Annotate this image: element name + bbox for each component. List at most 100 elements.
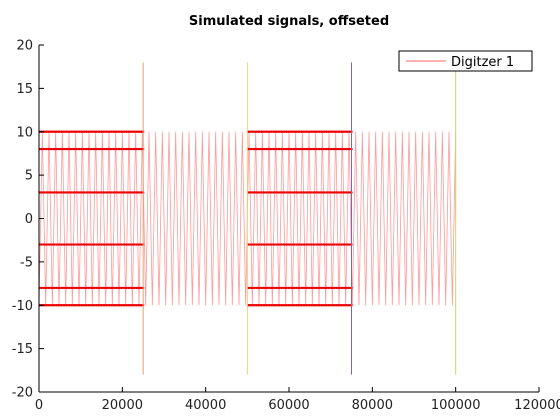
data-point (90, 147, 93, 151)
data-point (85, 304, 88, 307)
data-point (90, 191, 93, 194)
data-point (50, 286, 53, 290)
data-point (340, 191, 343, 194)
data-point (268, 191, 272, 194)
data-point (331, 191, 335, 194)
data-point (336, 304, 340, 307)
data-point (256, 243, 260, 246)
data-point (68, 243, 72, 246)
data-point (348, 286, 352, 290)
data-point (293, 304, 297, 307)
data-point (270, 130, 273, 133)
data-point (121, 286, 125, 290)
data-point (318, 130, 322, 133)
data-point (85, 191, 88, 194)
data-point (105, 191, 108, 194)
data-point (50, 243, 53, 246)
data-point (133, 304, 137, 307)
data-point (281, 191, 285, 194)
data-point (335, 304, 338, 307)
data-point (258, 191, 262, 194)
data-point (56, 147, 60, 151)
data-point (260, 286, 263, 290)
data-point (345, 130, 348, 133)
data-point (43, 286, 47, 290)
data-point (291, 304, 295, 307)
data-point (321, 304, 325, 307)
data-point (290, 304, 293, 307)
data-point (286, 286, 290, 290)
data-point (296, 243, 300, 246)
data-point (75, 243, 78, 246)
data-point (118, 304, 122, 307)
data-point (128, 304, 132, 307)
data-point (95, 147, 98, 151)
data-point (278, 191, 282, 194)
data-point (41, 243, 45, 246)
data-point (341, 243, 345, 246)
data-point (130, 147, 133, 151)
data-point (93, 304, 97, 307)
data-point (271, 147, 275, 151)
data-point (315, 286, 318, 290)
data-point (86, 304, 90, 307)
data-point (81, 243, 85, 246)
data-point (295, 304, 298, 307)
data-point (338, 130, 342, 133)
y-tick-label: 5 (25, 169, 33, 184)
data-point (336, 243, 340, 246)
data-point (61, 130, 65, 133)
data-point (270, 243, 273, 246)
data-point (285, 286, 288, 290)
data-point (330, 147, 333, 151)
data-point (48, 147, 52, 151)
data-point (81, 130, 85, 133)
data-point (296, 130, 300, 133)
data-point (346, 304, 350, 307)
data-point (333, 243, 337, 246)
data-point (138, 243, 142, 246)
data-point (310, 243, 313, 246)
data-point (253, 243, 257, 246)
data-point (45, 243, 48, 246)
data-point (86, 286, 90, 290)
data-point (326, 243, 330, 246)
data-point (308, 243, 312, 246)
data-point (123, 147, 127, 151)
data-point (75, 130, 78, 133)
data-point (43, 304, 47, 307)
data-point (63, 191, 67, 194)
data-point (298, 147, 302, 151)
data-point (113, 191, 117, 194)
data-point (298, 130, 302, 133)
data-point (296, 304, 300, 307)
data-point (258, 130, 262, 133)
data-point (68, 130, 72, 133)
data-point (41, 147, 45, 151)
data-point (300, 243, 303, 246)
data-point (138, 286, 142, 290)
data-point (63, 243, 67, 246)
data-point (285, 191, 288, 194)
data-point (261, 304, 265, 307)
data-point (70, 304, 73, 307)
data-point (345, 147, 348, 151)
data-point (340, 286, 343, 290)
data-point (306, 147, 310, 151)
data-point (125, 243, 128, 246)
data-point (273, 304, 277, 307)
data-point (61, 243, 65, 246)
data-point (278, 304, 282, 307)
data-point (123, 130, 127, 133)
x-tick-label: 100000 (431, 398, 481, 413)
x-tick-label: 80000 (352, 398, 393, 413)
data-point (136, 130, 140, 133)
data-point (95, 286, 98, 290)
data-point (46, 304, 50, 307)
data-point (290, 243, 293, 246)
data-point (278, 243, 282, 246)
data-point (90, 243, 93, 246)
data-point (110, 191, 113, 194)
data-point (98, 286, 102, 290)
data-point (330, 286, 333, 290)
